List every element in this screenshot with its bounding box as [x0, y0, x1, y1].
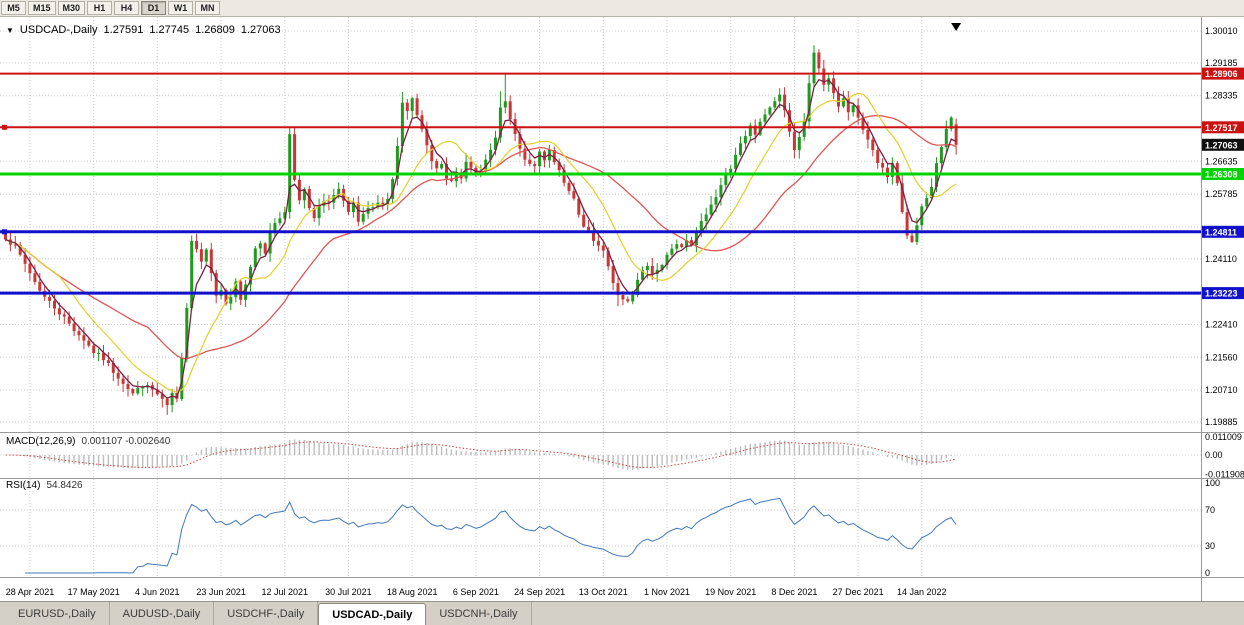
chart-shift-marker-icon[interactable] [951, 23, 962, 31]
price-tick-label: 1.26635 [1205, 156, 1238, 166]
price-tick-label: 1.22410 [1205, 320, 1238, 330]
symbol-period-label: USDCAD-,Daily [19, 24, 98, 36]
line-handle-1.27517[interactable] [2, 124, 7, 130]
svg-text:1.23223: 1.23223 [1205, 289, 1238, 299]
svg-text:1.26308: 1.26308 [1205, 170, 1238, 180]
rsi-axis-label: 70 [1205, 505, 1215, 515]
ohlc-close: 1.27063 [240, 24, 281, 36]
macd-axis-label: -0.011908 [1205, 470, 1244, 480]
date-tick-label: 4 Jun 2021 [135, 587, 180, 597]
price-tick-label: 1.24110 [1205, 254, 1237, 264]
ohlc-high: 1.27745 [149, 24, 190, 36]
ohlc-open: 1.27591 [103, 24, 144, 36]
horizontal-lines-layer[interactable] [0, 72, 1201, 295]
date-tick-label: 14 Jan 2022 [897, 587, 947, 597]
macd-pane[interactable] [5, 439, 957, 471]
date-tick-label: 12 Jul 2021 [262, 587, 309, 597]
grid-layer [0, 17, 1201, 577]
ohlc-low: 1.26809 [195, 24, 235, 36]
date-tick-label: 30 Jul 2021 [325, 587, 372, 597]
svg-text:1.27517: 1.27517 [1205, 123, 1238, 133]
tab-usdchf-daily[interactable]: USDCHF-,Daily [214, 602, 319, 625]
moving-averages-layer [5, 78, 957, 399]
date-tick-label: 1 Nov 2021 [644, 587, 690, 597]
tab-eurusd-daily[interactable]: EURUSD-,Daily [5, 602, 110, 625]
chart-canvas[interactable]: 1.30010 1.29185 1.28335 1.26635 1.25785 1.241… [0, 17, 1244, 601]
price-tick-label: 1.25785 [1205, 189, 1238, 199]
svg-text:1.27063: 1.27063 [1205, 140, 1238, 150]
tab-usdcad-daily[interactable]: USDCAD-,Daily [318, 603, 427, 625]
pane-separators [0, 17, 1244, 601]
date-tick-label: 23 Jun 2021 [196, 587, 246, 597]
timeframe-button-w1[interactable]: W1 [168, 1, 194, 15]
timeframe-toolbar: M5 M15 M30 H1 H4 D1 W1 MN [0, 0, 1244, 17]
rsi-axis-label: 30 [1205, 541, 1215, 551]
rsi-axis-label: 100 [1205, 478, 1220, 488]
date-tick-label: 18 Aug 2021 [387, 587, 438, 597]
candles-layer [4, 45, 958, 415]
svg-text:1.28906: 1.28906 [1205, 69, 1238, 79]
chart-title: ▼ USDCAD-,Daily 1.27591 1.27745 1.26809 … [6, 24, 281, 36]
timeframe-button-h1[interactable]: H1 [87, 1, 113, 15]
date-axis[interactable]: 28 Apr 2021 17 May 2021 4 Jun 2021 23 Jun 2… [6, 587, 947, 597]
date-tick-label: 13 Oct 2021 [579, 587, 628, 597]
price-tick-label: 1.20710 [1205, 385, 1238, 395]
price-tick-label: 1.21560 [1205, 352, 1238, 362]
price-tick-label: 1.30010 [1205, 26, 1238, 36]
date-tick-label: 6 Sep 2021 [453, 587, 499, 597]
timeframe-button-h4[interactable]: H4 [114, 1, 140, 15]
date-tick-label: 17 May 2021 [68, 587, 120, 597]
price-tick-label: 1.19885 [1205, 417, 1238, 427]
svg-text:1.24811: 1.24811 [1205, 227, 1237, 237]
rsi-indicator-label: RSI(14) 54.8426 [6, 480, 83, 491]
timeframe-buttons-group: M5 M15 M30 H1 H4 D1 W1 MN [1, 1, 221, 15]
macd-name: MACD(12,26,9) [6, 436, 76, 447]
rsi-axis-label: 0 [1205, 568, 1210, 578]
price-tick-label: 1.29185 [1205, 58, 1238, 68]
date-tick-label: 19 Nov 2021 [705, 587, 756, 597]
price-badges: 1.28906 1.27517 1.26308 1.24811 1.23223 1.270… [1202, 67, 1244, 300]
date-tick-label: 28 Apr 2021 [6, 587, 55, 597]
tab-usdcnh-daily[interactable]: USDCNH-,Daily [426, 602, 532, 625]
chart-tabs-group: EURUSD-,Daily AUDUSD-,Daily USDCHF-,Daily U… [5, 602, 532, 625]
line-handle-1.24811[interactable] [2, 229, 7, 235]
rsi-pane[interactable] [25, 497, 957, 574]
date-tick-label: 8 Dec 2021 [771, 587, 817, 597]
chart-window[interactable]: ▼ USDCAD-,Daily 1.27591 1.27745 1.26809 … [0, 17, 1244, 601]
timeframe-button-m5[interactable]: M5 [1, 1, 26, 15]
timeframe-button-d1[interactable]: D1 [141, 1, 167, 15]
tab-audusd-daily[interactable]: AUDUSD-,Daily [110, 602, 215, 625]
macd-indicator-label: MACD(12,26,9) 0.001107 -0.002640 [6, 436, 170, 447]
price-axis[interactable]: 1.30010 1.29185 1.28335 1.26635 1.25785 1.241… [1205, 26, 1244, 578]
timeframe-button-m15[interactable]: M15 [28, 1, 56, 15]
rsi-value: 54.8426 [46, 480, 83, 491]
rsi-name: RSI(14) [6, 480, 41, 491]
date-tick-label: 24 Sep 2021 [514, 587, 565, 597]
macd-axis-label: 0.00 [1205, 450, 1223, 460]
macd-axis-label: 0.011009 [1205, 432, 1242, 442]
date-tick-label: 27 Dec 2021 [833, 587, 884, 597]
timeframe-button-mn[interactable]: MN [195, 1, 221, 15]
timeframe-button-m30[interactable]: M30 [57, 1, 86, 15]
macd-values: 0.001107 -0.002640 [81, 436, 171, 447]
price-tick-label: 1.28335 [1205, 91, 1238, 101]
chart-tabs-bar: EURUSD-,Daily AUDUSD-,Daily USDCHF-,Daily U… [0, 601, 1244, 625]
collapse-triangle-icon[interactable]: ▼ [6, 25, 14, 35]
